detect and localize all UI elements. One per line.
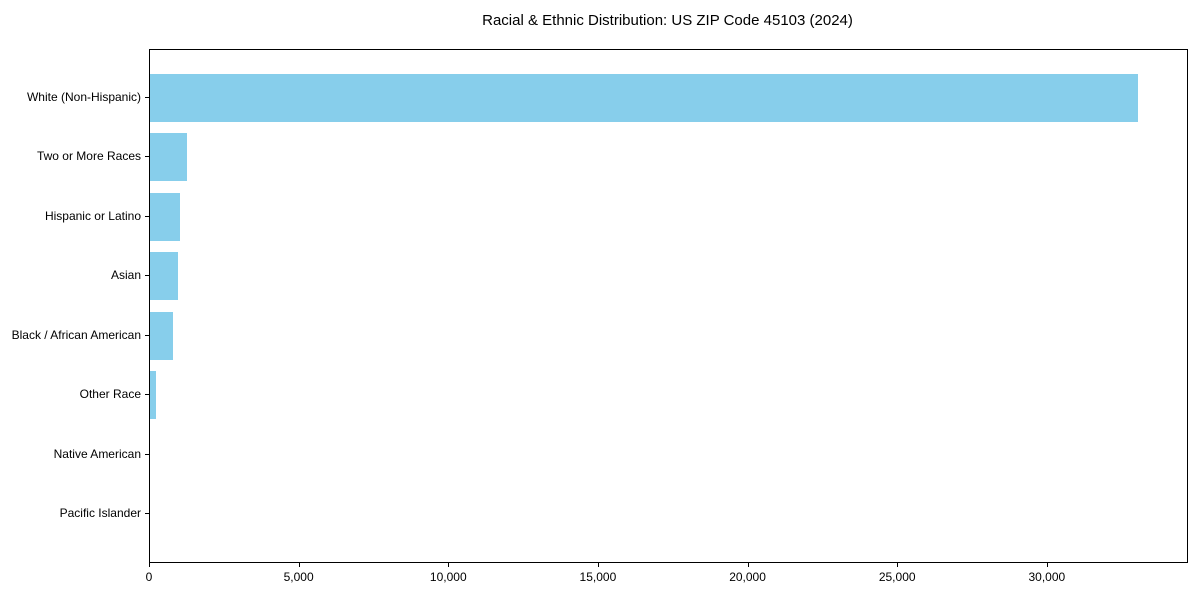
x-tick-mark xyxy=(448,563,450,567)
plot-area xyxy=(149,49,1188,563)
x-tick-mark xyxy=(1046,563,1048,567)
x-tick-mark xyxy=(747,563,749,567)
y-tick-mark xyxy=(145,453,149,455)
x-tick-label-30000: 30,000 xyxy=(1028,570,1066,584)
bar-white-non-hispanic xyxy=(150,74,1138,122)
bar-hispanic-or-latino xyxy=(150,192,180,241)
x-tick-label-0: 0 xyxy=(145,570,153,584)
y-tick-label-native-american: Native American xyxy=(53,446,141,461)
bar-two-or-more-races xyxy=(150,133,187,182)
x-tick-mark xyxy=(897,563,899,567)
bar-black-african-american xyxy=(150,311,174,360)
bar-other-race xyxy=(150,371,156,420)
y-tick-mark xyxy=(145,334,149,336)
x-tick-mark xyxy=(597,563,599,567)
y-tick-mark xyxy=(145,156,149,158)
x-tick-label-5000: 5,000 xyxy=(283,570,314,584)
x-tick-label-25000: 25,000 xyxy=(878,570,916,584)
y-tick-label-white-non-hispanic: White (Non-Hispanic) xyxy=(26,90,141,104)
y-tick-label-other-race: Other Race xyxy=(79,387,141,402)
x-tick-mark xyxy=(298,563,300,567)
y-tick-label-hispanic-or-latino: Hispanic or Latino xyxy=(44,208,141,223)
y-tick-mark xyxy=(145,215,149,217)
y-tick-mark xyxy=(145,275,149,277)
y-tick-mark xyxy=(145,394,149,396)
y-tick-label-black-african-american: Black / African American xyxy=(11,327,141,342)
y-tick-label-two-or-more-races: Two or More Races xyxy=(36,149,141,164)
y-tick-mark xyxy=(145,97,149,98)
x-tick-label-20000: 20,000 xyxy=(729,570,766,584)
y-tick-label-asian: Asian xyxy=(110,268,141,283)
bar-asian xyxy=(150,252,179,301)
chart-title: Racial & Ethnic Distribution: US ZIP Cod… xyxy=(482,12,853,29)
y-tick-label-pacific-islander: Pacific Islander xyxy=(59,506,141,520)
x-tick-label-15000: 15,000 xyxy=(579,570,617,584)
x-tick-label-10000: 10,000 xyxy=(429,570,467,584)
x-tick-mark xyxy=(149,563,150,567)
y-tick-mark xyxy=(145,513,149,514)
